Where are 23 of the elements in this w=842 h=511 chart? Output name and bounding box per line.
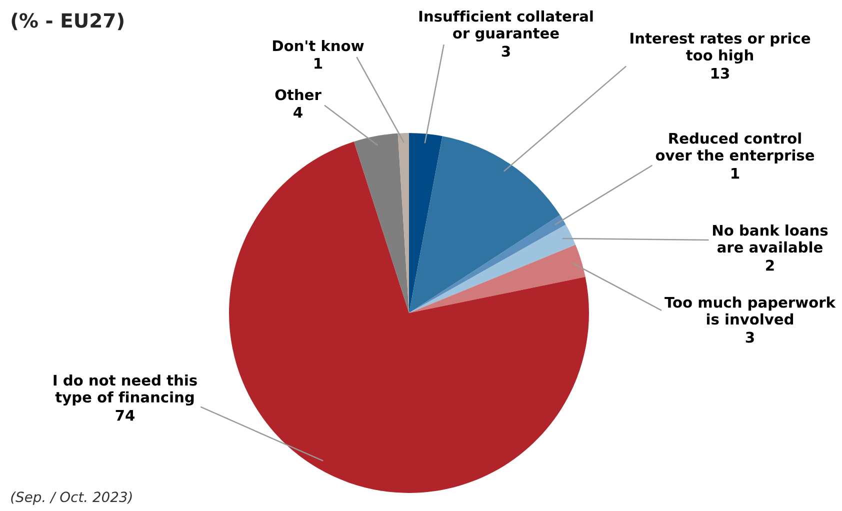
data-label: 74 (116, 410, 134, 421)
slice-label: Interest rates or price too high (630, 32, 810, 64)
data-label: 1 (314, 58, 322, 69)
slice-label: Insufficient collateral or guarantee (419, 10, 593, 42)
slice-label: I do not need this type of financing (54, 374, 197, 406)
pie-slice (409, 136, 560, 313)
slice-label: Reduced control over the enterprise (656, 132, 814, 164)
text: (Sep. / Oct. 2023) (11, 491, 132, 505)
data-label: 3 (746, 332, 754, 343)
pie-slice (409, 244, 586, 313)
data-label: 3 (502, 46, 510, 57)
pie-slice (229, 142, 589, 493)
slice-label: No bank loans are available (713, 224, 828, 253)
data-label: 2 (766, 260, 774, 271)
data-label: 13 (712, 68, 729, 79)
slice-label: Too much paperwork is involved (664, 296, 836, 325)
data-label: 1 (732, 168, 740, 179)
data-label: 4 (294, 106, 302, 118)
pie-slice (354, 133, 409, 313)
slice-label: Don't know (273, 40, 364, 52)
slice-label: Other (275, 88, 322, 100)
chart-title: (% - EU27) (12, 12, 124, 30)
pie-slice (409, 133, 442, 313)
